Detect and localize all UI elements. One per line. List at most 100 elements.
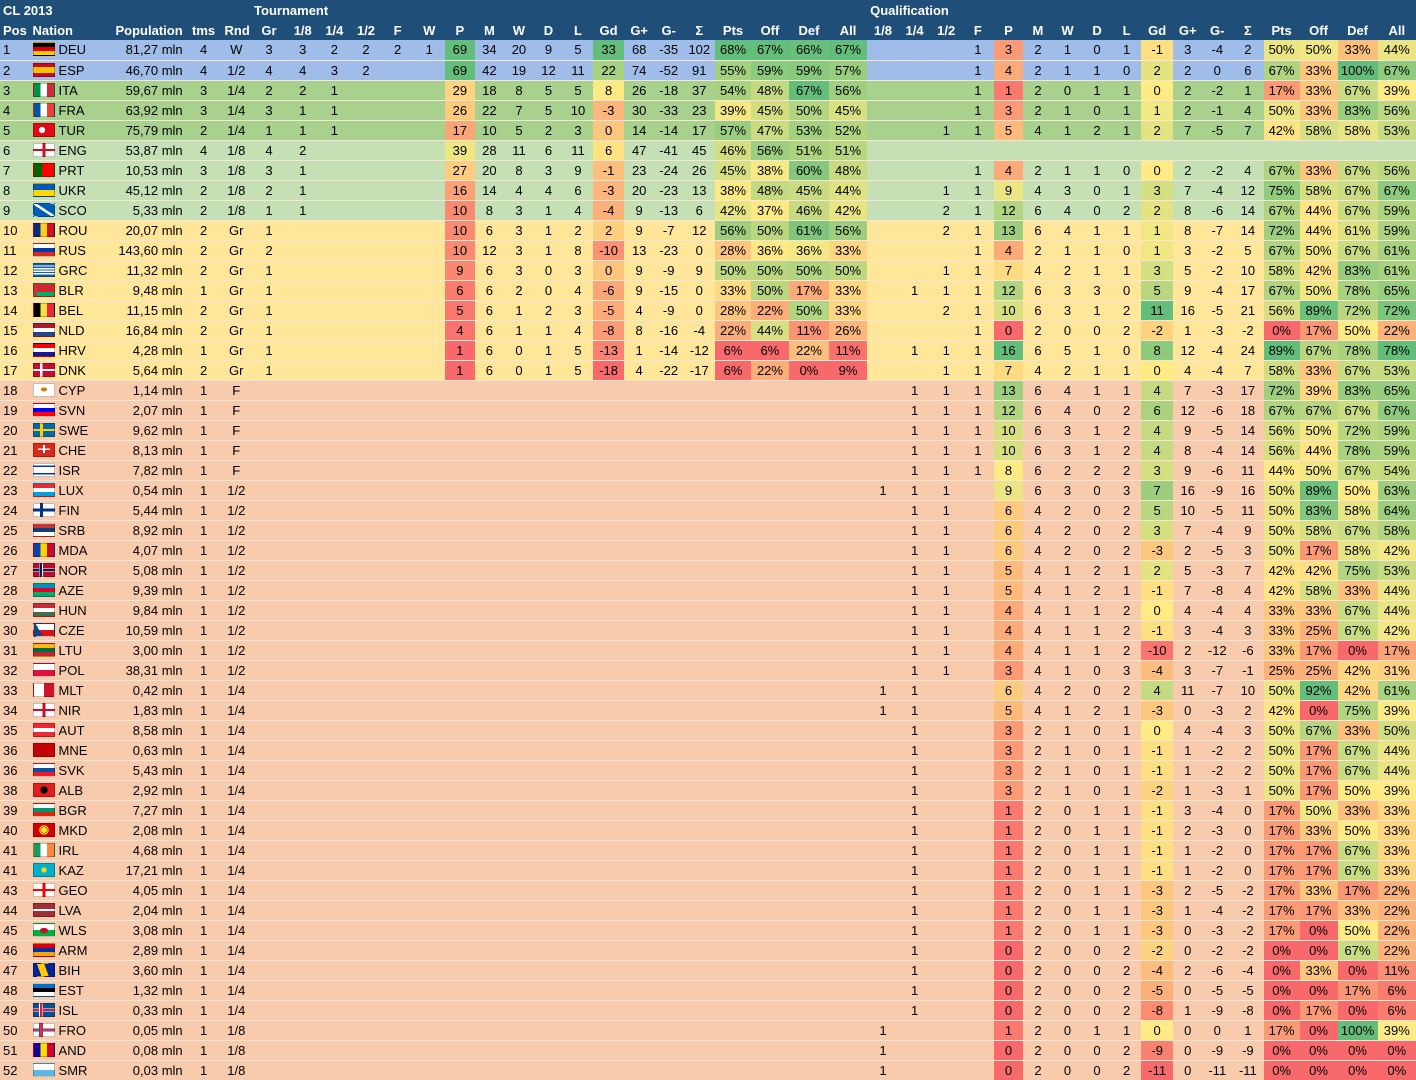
table-cell: 4: [993, 640, 1024, 661]
table-cell: [474, 1020, 505, 1041]
table-cell: [898, 40, 931, 61]
table-cell: 2: [1172, 640, 1203, 661]
table-cell: [286, 700, 319, 721]
table-cell: [592, 720, 625, 741]
table-cell: [286, 920, 319, 941]
table-cell: [445, 880, 475, 901]
table-cell: 81,27 mln: [105, 40, 186, 61]
nation-cell: ROU: [29, 220, 106, 241]
table-cell: 28%: [715, 240, 751, 261]
table-cell: 143,60 mln: [105, 240, 186, 261]
table-cell: [318, 420, 351, 441]
table-cell: [930, 1020, 963, 1041]
table-cell: 6: [474, 320, 505, 341]
table-cell: 33%: [1377, 820, 1416, 841]
table-cell: -2: [1202, 840, 1233, 861]
nation-cell: HRV: [29, 340, 106, 361]
table-cell: 50%: [1337, 480, 1378, 501]
table-cell: [381, 1020, 414, 1041]
table-cell: 0: [1052, 960, 1083, 981]
nation-cell: NOR: [29, 560, 106, 581]
table-cell: [898, 360, 931, 381]
table-cell: -8: [1202, 580, 1233, 601]
table-cell: 0: [1111, 60, 1142, 81]
table-cell: [898, 180, 931, 201]
table-cell: -4: [1202, 520, 1233, 541]
table-cell: 9: [993, 480, 1024, 501]
table-cell: [962, 760, 994, 781]
table-cell: 67%: [1337, 740, 1378, 761]
table-cell: [251, 580, 287, 601]
flag-rs-icon: [32, 522, 55, 537]
table-cell: 1/4: [221, 780, 252, 801]
table-cell: [381, 260, 414, 281]
table-cell: 22%: [1377, 900, 1416, 921]
table-cell: [318, 320, 351, 341]
nation-code: ITA: [58, 82, 78, 98]
table-cell: 1: [1111, 100, 1142, 121]
table-cell: 22%: [1377, 920, 1416, 941]
table-cell: [624, 980, 654, 1001]
column-header: Pos: [0, 20, 30, 40]
table-cell: 31%: [1377, 660, 1416, 681]
nation-code: SMR: [58, 1062, 88, 1078]
table-cell: 6: [0, 140, 30, 161]
flag-by-icon: [32, 282, 55, 297]
table-cell: [829, 1040, 868, 1061]
table-cell: 78%: [1337, 440, 1378, 461]
table-cell: [653, 960, 684, 981]
table-cell: 17%: [1263, 900, 1300, 921]
table-cell: 2: [1111, 400, 1142, 421]
table-cell: [286, 400, 319, 421]
table-cell: [286, 880, 319, 901]
table-cell: 1: [1172, 1000, 1203, 1021]
table-cell: [286, 760, 319, 781]
table-cell: [381, 80, 414, 101]
table-cell: [653, 680, 684, 701]
table-cell: 4: [1141, 440, 1173, 461]
table-cell: 1: [1082, 600, 1112, 621]
table-cell: 17%: [1263, 860, 1300, 881]
flag-de-icon: [32, 42, 55, 57]
table-cell: [504, 880, 534, 901]
table-cell: 11: [563, 60, 593, 81]
table-cell: 25%: [1263, 660, 1300, 681]
table-cell: 1: [898, 340, 931, 361]
table-cell: 0: [1082, 760, 1112, 781]
table-cell: [381, 400, 414, 421]
table-cell: 1: [185, 820, 222, 841]
table-cell: [788, 900, 830, 921]
table-cell: [350, 400, 382, 421]
table-cell: [445, 540, 475, 561]
table-cell: [504, 680, 534, 701]
table-cell: [930, 40, 963, 61]
column-header: F: [381, 20, 414, 40]
table-cell: [350, 180, 382, 201]
table-cell: 6: [1141, 400, 1173, 421]
table-cell: 75%: [1337, 700, 1378, 721]
table-cell: 1: [1082, 840, 1112, 861]
table-cell: 1: [898, 500, 931, 521]
table-cell: 33%: [1337, 720, 1378, 741]
table-cell: [413, 780, 446, 801]
table-cell: -1: [1141, 820, 1173, 841]
table-cell: [962, 900, 994, 921]
table-cell: 4: [624, 360, 654, 381]
nation-cell: BLR: [29, 280, 106, 301]
table-cell: [381, 60, 414, 81]
table-cell: 1: [1111, 80, 1142, 101]
table-cell: [381, 940, 414, 961]
table-cell: 29: [445, 80, 475, 101]
table-cell: 6: [1023, 200, 1053, 221]
nation-code: LUX: [58, 482, 84, 498]
table-cell: [251, 800, 287, 821]
table-cell: [829, 1000, 868, 1021]
table-cell: 67%: [1337, 600, 1378, 621]
table-cell: 0%: [1263, 940, 1300, 961]
table-cell: 3: [1052, 480, 1083, 501]
table-cell: 50%: [750, 280, 789, 301]
table-cell: 0: [1082, 960, 1112, 981]
table-cell: 1: [993, 920, 1024, 941]
table-cell: [898, 60, 931, 81]
table-cell: 48%: [750, 180, 789, 201]
